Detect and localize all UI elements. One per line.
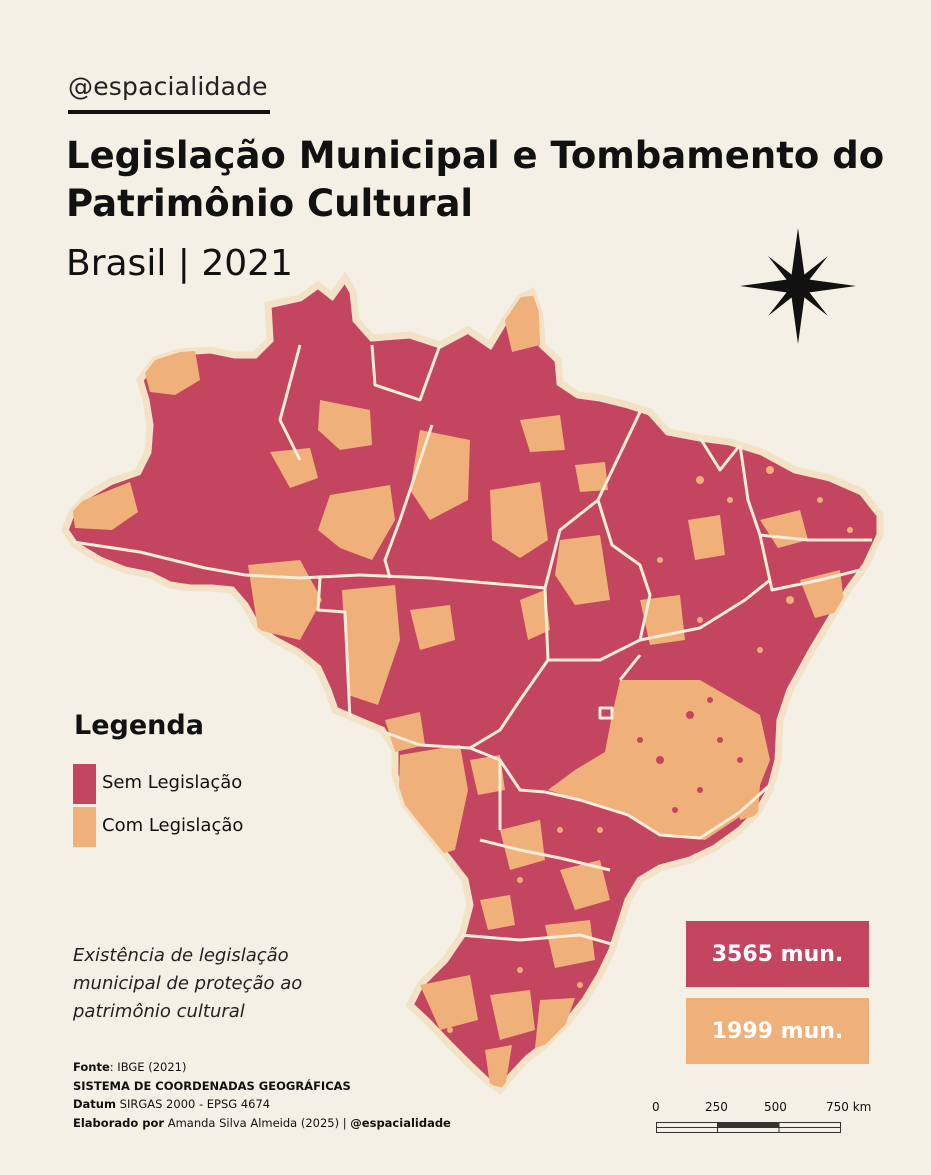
map-subtitle: Brasil | 2021 [66,243,293,284]
map-patch [545,920,595,968]
scale-label-500: 500 [764,1100,787,1114]
map-patch [555,535,610,605]
count-without: 3565 mun. [686,921,869,987]
map-title: Legislação Municipal e Tombamento do Pat… [66,134,885,225]
map-patch [72,482,138,530]
map-patch [318,485,395,560]
legend-label-without: Sem Legislação [102,772,243,793]
map-patch [140,350,200,395]
footer-credits: Fonte: IBGE (2021) SISTEMA DE COORDENADA… [73,1058,451,1132]
map-patch [688,515,725,560]
scale-label-750: 750 km [826,1100,872,1114]
legend-swatch-with [73,807,96,847]
map-patch [490,482,548,558]
footer-author: Elaborado por Amanda Silva Almeida (2025… [73,1115,451,1130]
scale-bar [656,1122,841,1133]
map-patch [270,448,318,488]
map-patch [248,560,322,640]
legend-title: Legenda [74,710,204,741]
map-patch [535,998,575,1048]
map-patch [520,590,550,640]
map-patch [342,585,400,705]
footer-crs: SISTEMA DE COORDENADAS GEOGRÁFICAS [73,1078,351,1093]
map-patch [500,820,545,870]
map-patch [485,1045,512,1088]
map-patch [480,895,515,930]
map-patch [560,860,610,910]
handle-underline [68,110,270,114]
scale-label-250: 250 [705,1100,728,1114]
scale-label-0: 0 [652,1100,660,1114]
map-patch [410,430,470,520]
map-patch [410,605,455,650]
map-patch [470,755,505,795]
map-patch [420,975,478,1030]
map-patch [575,462,608,492]
map-patch [520,415,565,452]
legend-swatch-without [73,764,96,804]
author-handle: @espacialidade [68,72,268,101]
footer-source: Fonte: IBGE (2021) [73,1060,187,1074]
map-caption: Existência de legislação municipal de pr… [73,945,303,1022]
count-with: 1999 mun. [686,998,869,1064]
footer-datum: Datum SIRGAS 2000 - EPSG 4674 [73,1097,271,1111]
compass-rose-icon [740,228,856,344]
legend-label-with: Com Legislação [102,815,244,836]
map-patch [318,400,372,450]
map-patch [490,990,535,1040]
